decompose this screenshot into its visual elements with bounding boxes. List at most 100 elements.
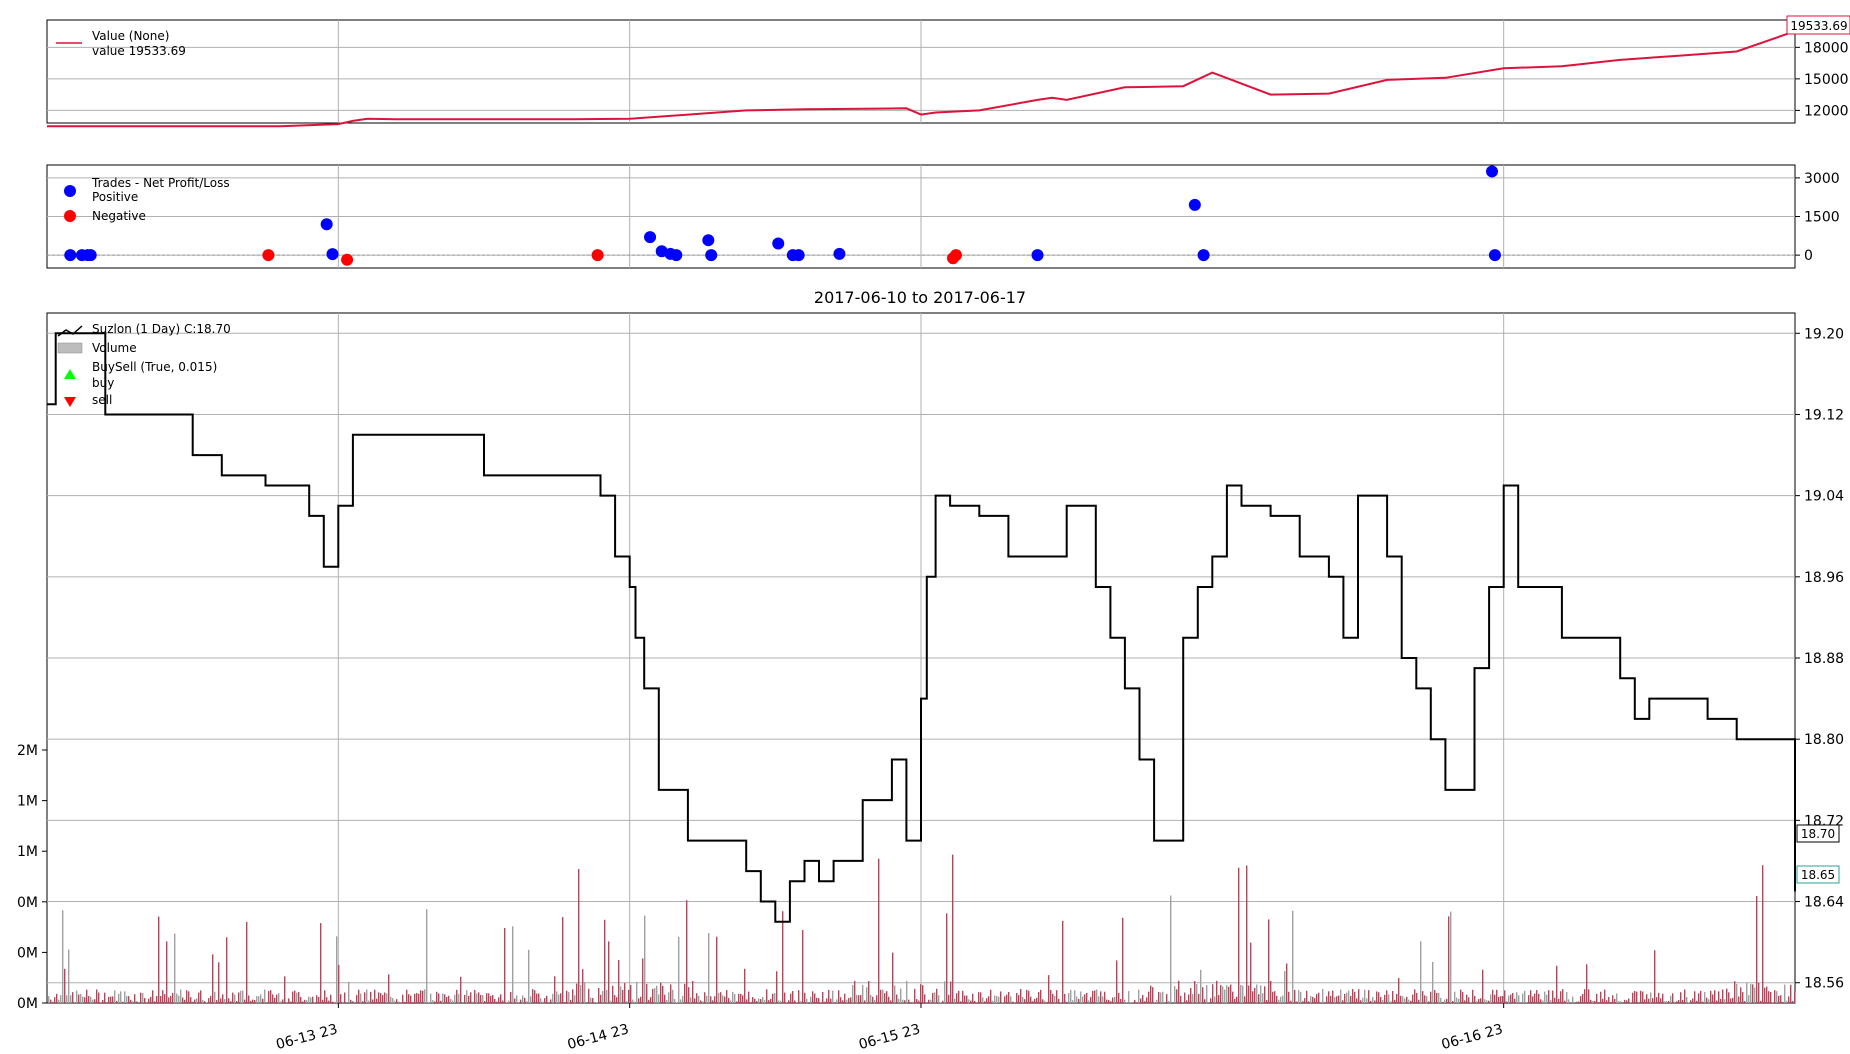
volume-bar	[368, 1001, 369, 1003]
volume-bar	[1244, 996, 1245, 1003]
volume-bar	[704, 992, 705, 1003]
volume-bar	[904, 1000, 905, 1003]
volume-bar	[1536, 990, 1537, 1003]
volume-bar	[1510, 995, 1511, 1003]
volume-bar	[72, 992, 73, 1003]
volume-bar	[792, 991, 793, 1003]
volume-bar	[1278, 1000, 1279, 1003]
volume-bar	[1074, 990, 1075, 1003]
volume-bar	[430, 994, 431, 1003]
volume-bar	[818, 998, 819, 1003]
volume-bar	[354, 1002, 355, 1003]
value-legend-value: value 19533.69	[92, 44, 186, 58]
volume-bar	[1028, 991, 1029, 1003]
volume-bar	[76, 991, 77, 1003]
volume-bar	[1468, 997, 1469, 1003]
volume-bar	[52, 1002, 53, 1003]
volume-bar	[812, 991, 813, 1003]
volume-bar	[1236, 997, 1237, 1003]
volume-bar	[1254, 988, 1255, 1003]
volume-bar	[118, 994, 119, 1003]
volume-bar	[830, 999, 831, 1003]
volume-bar	[64, 969, 65, 1003]
volume-bar	[900, 989, 901, 1003]
volume-bar	[754, 999, 755, 1003]
volume-bar	[1386, 990, 1387, 1003]
volume-bar	[48, 996, 49, 1003]
volume-bar	[232, 993, 233, 1003]
volume-bar	[1756, 896, 1757, 1003]
volume-bar	[438, 994, 439, 1003]
volume-bar	[744, 969, 745, 1003]
volume-bar	[1452, 1001, 1453, 1003]
volume-bar	[102, 1000, 103, 1003]
volume-bar	[1484, 999, 1485, 1003]
volume-bar	[1232, 992, 1233, 1003]
volume-bar	[1160, 992, 1161, 1003]
volume-bar	[330, 995, 331, 1003]
volume-bar	[1326, 996, 1327, 1003]
volume-bar	[78, 995, 79, 1003]
volume-bar	[1150, 986, 1151, 1003]
volume-bar	[838, 990, 839, 1003]
volume-bar	[406, 990, 407, 1003]
volume-bar	[1430, 992, 1431, 1003]
volume-bar	[154, 1001, 155, 1003]
volume-bar	[1634, 991, 1635, 1003]
trades-legend-positive-marker	[64, 185, 76, 197]
volume-bar	[1412, 995, 1413, 1003]
volume-bar	[1018, 995, 1019, 1003]
volume-bar	[1108, 1000, 1109, 1003]
volume-bar	[692, 981, 693, 1003]
volume-bar	[390, 997, 391, 1003]
volume-bar	[112, 996, 113, 1003]
volume-bar	[642, 958, 643, 1003]
volume-bar	[1576, 1002, 1577, 1003]
volume-bar	[650, 997, 651, 1003]
volume-bar	[1234, 999, 1235, 1003]
volume-bar	[1058, 999, 1059, 1003]
volume-bar	[1214, 997, 1215, 1003]
volume-bar	[1222, 986, 1223, 1003]
volume-bar	[770, 999, 771, 1003]
volume-bar	[284, 976, 285, 1003]
volume-bar	[646, 984, 647, 1003]
volume-bar	[1744, 1001, 1745, 1003]
volume-bar	[272, 994, 273, 1003]
volume-bar	[736, 1001, 737, 1003]
volume-bar	[654, 988, 655, 1003]
volume-bar	[74, 1002, 75, 1003]
volume-bar	[1316, 994, 1317, 1003]
volume-bar	[810, 997, 811, 1003]
volume-bar	[1360, 1000, 1361, 1003]
volume-bar	[1268, 919, 1269, 1003]
x-tick-label: 06-15 23	[857, 1021, 922, 1050]
volume-bar	[376, 999, 377, 1003]
volume-bar	[1652, 998, 1653, 1003]
volume-bar	[848, 998, 849, 1003]
volume-bar	[1042, 999, 1043, 1003]
volume-bar	[444, 994, 445, 1003]
volume-bar	[1684, 989, 1685, 1003]
volume-bar	[1162, 992, 1163, 1003]
volume-bar	[946, 913, 947, 1003]
volume-bar	[1272, 992, 1273, 1003]
volume-bar	[496, 1002, 497, 1003]
volume-bar	[702, 1001, 703, 1003]
volume-bar	[280, 1001, 281, 1003]
volume-bar	[898, 999, 899, 1003]
volume-bar	[1616, 994, 1617, 1003]
volume-bar	[902, 1000, 903, 1003]
volume-bar	[476, 994, 477, 1003]
volume-bar	[1528, 995, 1529, 1003]
volume-bar	[1266, 1000, 1267, 1003]
price-legend-label: Suzlon (1 Day) C:18.70	[92, 322, 231, 336]
volume-bar	[1500, 996, 1501, 1003]
volume-bar	[1060, 1002, 1061, 1003]
volume-bar	[1364, 990, 1365, 1003]
volume-bar	[216, 1000, 217, 1003]
volume-bar	[952, 855, 953, 1003]
volume-bar	[1242, 986, 1243, 1003]
volume-bar	[808, 1002, 809, 1003]
